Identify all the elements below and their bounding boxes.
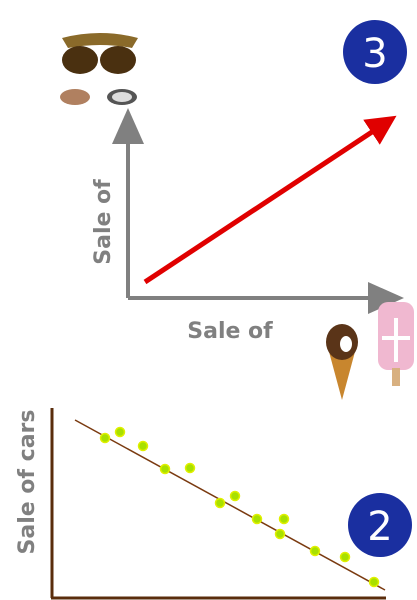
point	[214, 497, 226, 509]
x-axis-label: Sale of	[187, 319, 273, 344]
badge-label: 3	[362, 31, 387, 77]
badge-label: 2	[367, 504, 392, 550]
point	[368, 576, 380, 588]
point	[274, 528, 286, 540]
y-axis-label: Sale of	[91, 179, 116, 265]
point	[99, 432, 111, 444]
point	[184, 462, 196, 474]
point	[137, 440, 149, 452]
ice-cream-icon	[326, 302, 414, 400]
point	[278, 513, 290, 525]
point	[309, 545, 321, 557]
badge	[348, 493, 412, 557]
point	[114, 426, 126, 438]
trend-arrow	[143, 115, 397, 285]
y-axis-label: Sale of cars	[15, 410, 40, 555]
point	[229, 490, 241, 502]
badge	[343, 20, 407, 84]
point	[339, 551, 351, 563]
trend-line	[74, 419, 386, 591]
point	[159, 463, 171, 475]
point	[251, 513, 263, 525]
sunglasses-icon	[60, 33, 138, 105]
